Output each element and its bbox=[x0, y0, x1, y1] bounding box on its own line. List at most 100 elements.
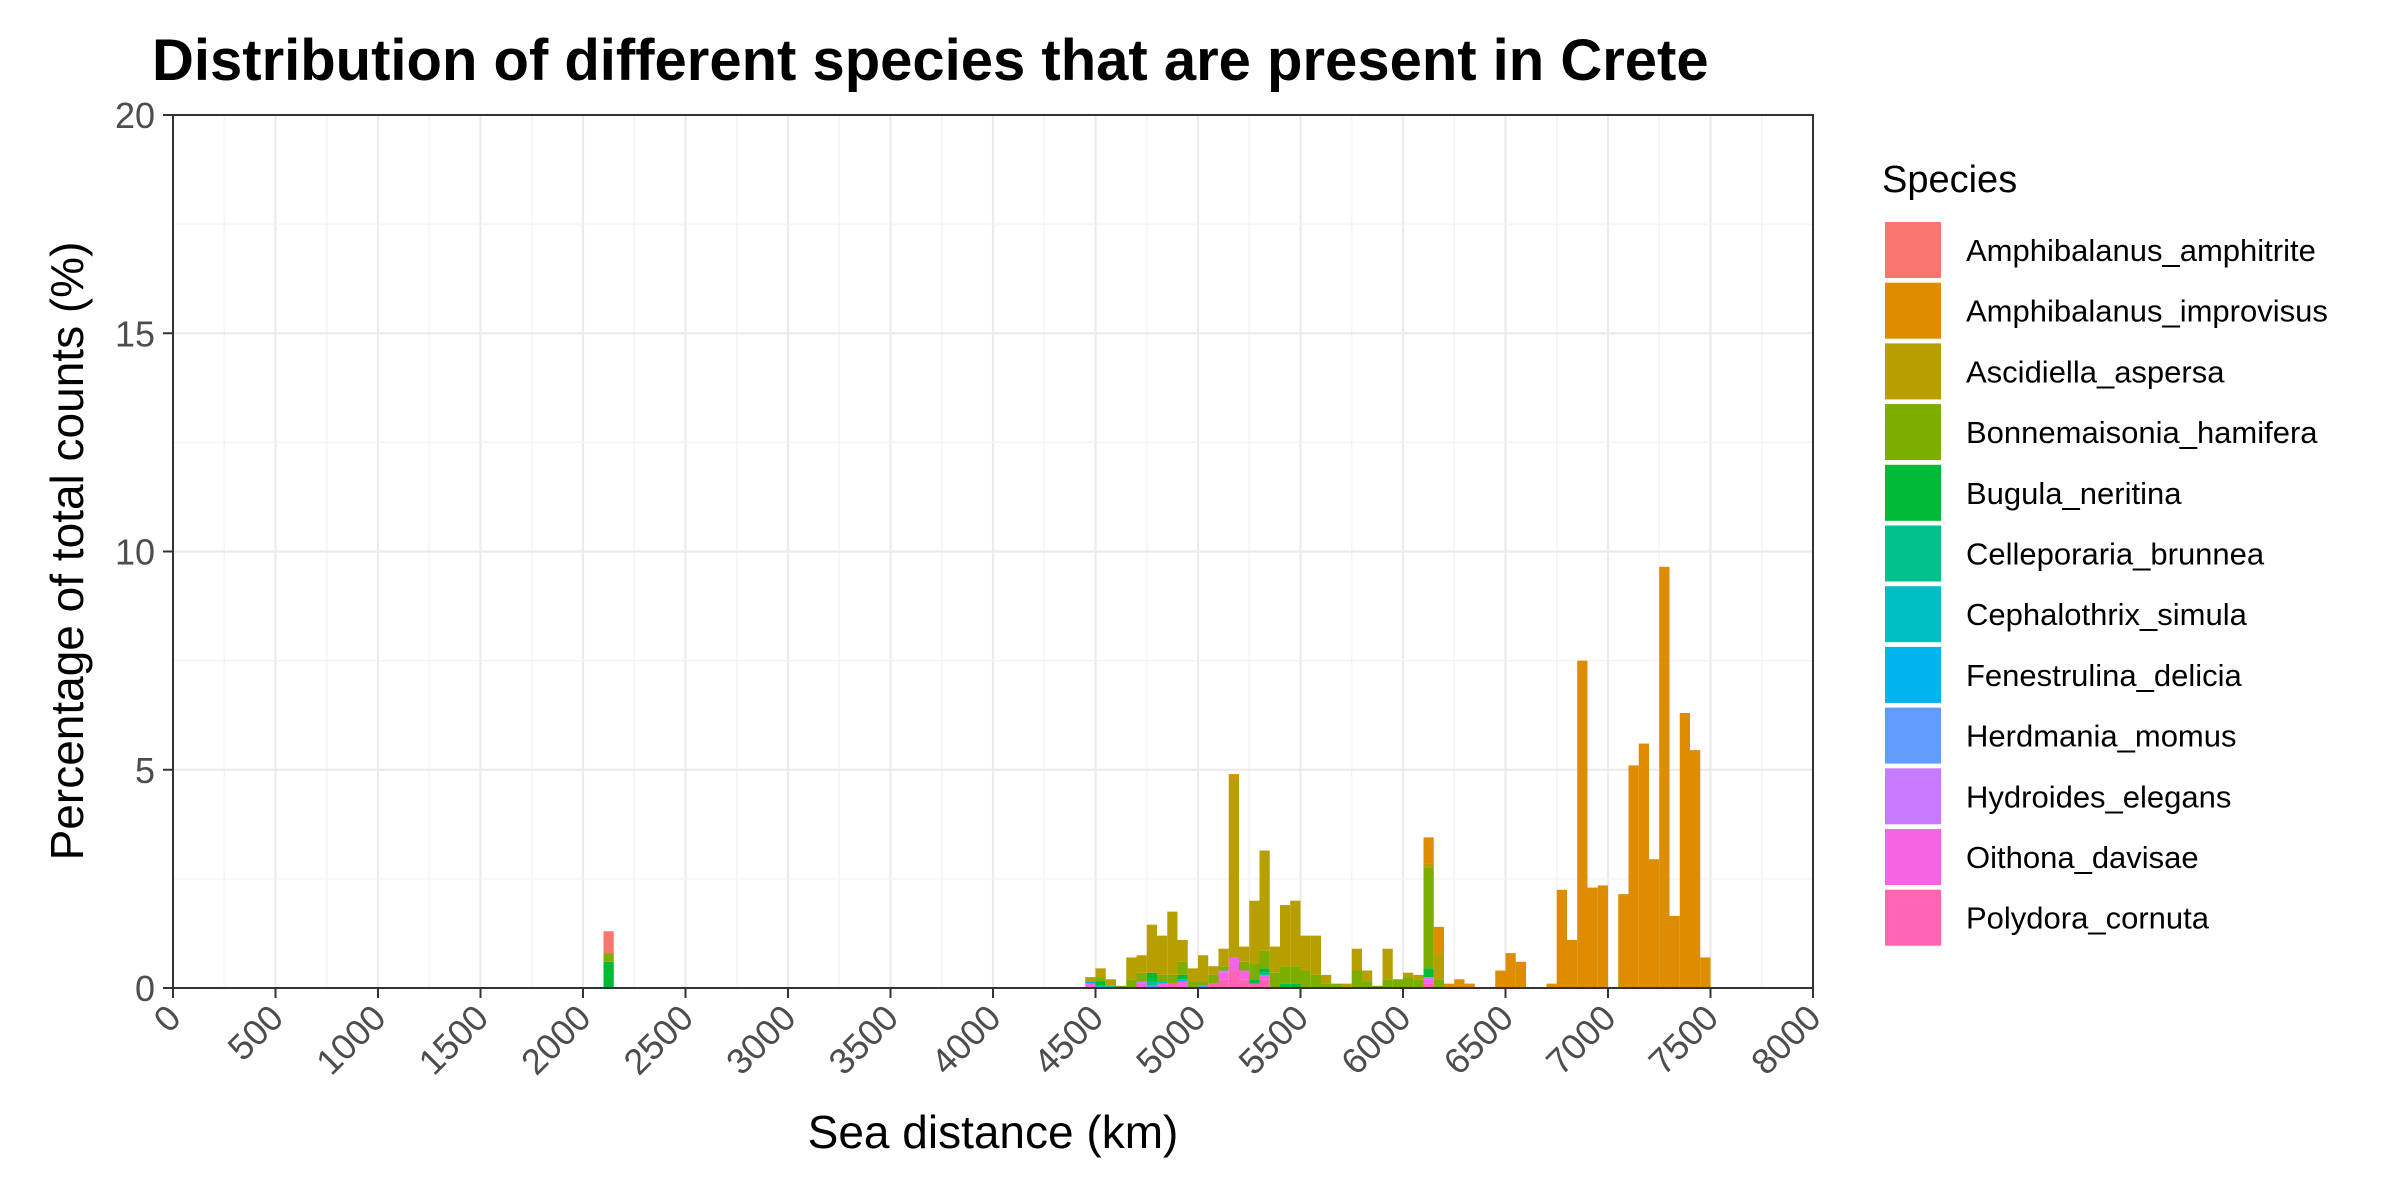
bar-segment bbox=[1105, 985, 1116, 988]
bar-segment bbox=[1136, 981, 1147, 984]
legend-title: Species bbox=[1882, 159, 2017, 201]
x-tick-label: 5000 bbox=[1128, 997, 1214, 1083]
bar-segment bbox=[1157, 935, 1168, 975]
bar-segment bbox=[1382, 979, 1393, 988]
bar-segment bbox=[1249, 900, 1260, 964]
legend-swatch bbox=[1885, 282, 1941, 339]
bar-segment bbox=[1321, 983, 1332, 988]
bar-segment bbox=[1228, 778, 1239, 958]
legend-swatch bbox=[1885, 646, 1941, 703]
bar-segment bbox=[1085, 977, 1096, 982]
bar-segment bbox=[1085, 983, 1096, 988]
x-tick-label: 1500 bbox=[410, 997, 496, 1083]
bar-segment bbox=[1321, 974, 1332, 984]
legend: Species Amphibalanus_amphitrite Amphibala… bbox=[1882, 159, 2328, 946]
bar-segment bbox=[1259, 850, 1270, 951]
x-tick-label: 6000 bbox=[1333, 997, 1419, 1083]
y-tick-label: 15 bbox=[115, 313, 155, 354]
bar-segment bbox=[1454, 979, 1465, 988]
bar-segment bbox=[1423, 979, 1434, 984]
bar-segment bbox=[1659, 566, 1670, 988]
x-tick-label: 8000 bbox=[1743, 997, 1829, 1083]
bar-segment bbox=[603, 961, 614, 988]
bar-segment bbox=[1167, 974, 1178, 984]
bar-segment bbox=[1618, 894, 1629, 988]
bar-segment bbox=[1269, 946, 1280, 973]
bar-segment bbox=[1382, 948, 1393, 980]
bar-segment bbox=[1515, 961, 1526, 988]
legend-label: Fenestrulina_delicia bbox=[1966, 658, 2242, 693]
bar-segment bbox=[1587, 887, 1598, 988]
legend-label: Ascidiella_aspersa bbox=[1966, 354, 2225, 389]
legend-swatch bbox=[1885, 525, 1941, 582]
x-tick-label: 2000 bbox=[513, 997, 599, 1083]
bar-segment bbox=[1187, 968, 1198, 982]
bar-segment bbox=[1126, 979, 1137, 988]
bar-segment bbox=[1239, 946, 1250, 962]
bar-segment bbox=[1280, 966, 1291, 984]
y-axis-title: Percentage of total counts (%) bbox=[41, 242, 93, 861]
y-tick-label: 10 bbox=[115, 532, 155, 573]
legend-label: Polydora_cornuta bbox=[1966, 901, 2210, 936]
bar-segment bbox=[1433, 953, 1444, 980]
legend-swatch bbox=[1885, 889, 1941, 946]
legend-label: Amphibalanus_improvisus bbox=[1966, 294, 2328, 329]
bars bbox=[603, 566, 1711, 988]
bar-segment bbox=[1300, 970, 1311, 988]
bar-segment bbox=[1085, 981, 1096, 984]
legend-label: Oithona_davisae bbox=[1966, 840, 2199, 875]
bar-segment bbox=[1136, 955, 1147, 973]
bar-segment bbox=[1198, 981, 1209, 986]
bar-segment bbox=[1116, 985, 1127, 988]
bar-segment bbox=[1198, 955, 1209, 982]
bar-segment bbox=[1239, 970, 1250, 980]
bar-segment bbox=[1300, 935, 1311, 971]
bar-segment bbox=[1413, 979, 1424, 988]
bar-segment bbox=[1228, 774, 1239, 779]
x-axis-title: Sea distance (km) bbox=[808, 1106, 1179, 1158]
bar-segment bbox=[1218, 979, 1229, 988]
bar-segment bbox=[1167, 983, 1178, 988]
bar-segment bbox=[1218, 970, 1229, 973]
bar-segment bbox=[1259, 968, 1270, 973]
bar-segment bbox=[1331, 983, 1342, 988]
bar-segment bbox=[1423, 983, 1434, 988]
bar-segment bbox=[1556, 889, 1567, 988]
bar-segment bbox=[1218, 948, 1229, 967]
bar-segment bbox=[1290, 900, 1301, 967]
bar-segment bbox=[1505, 953, 1516, 988]
legend-label: Bonnemaisonia_hamifera bbox=[1966, 415, 2318, 450]
bar-segment bbox=[1280, 983, 1291, 988]
bar-segment bbox=[1177, 961, 1188, 975]
bar-segment bbox=[1095, 968, 1106, 978]
x-tick-label: 7000 bbox=[1538, 997, 1624, 1083]
bar-segment bbox=[1495, 970, 1506, 988]
legend-swatch bbox=[1885, 829, 1941, 885]
legend-label: Amphibalanus_amphitrite bbox=[1966, 233, 2316, 268]
bar-segment bbox=[1597, 885, 1608, 988]
bar-segment bbox=[1136, 983, 1147, 988]
bar-segment bbox=[1649, 859, 1660, 988]
bar-segment bbox=[1628, 765, 1639, 988]
bar-segment bbox=[1546, 983, 1557, 988]
x-tick-label: 3500 bbox=[820, 997, 906, 1083]
bar-segment bbox=[1177, 974, 1188, 980]
x-tick-label: 500 bbox=[220, 997, 291, 1068]
bar-segment bbox=[1157, 974, 1168, 982]
bar-segment bbox=[1177, 979, 1188, 982]
bar-segment bbox=[1146, 972, 1157, 982]
bar-segment bbox=[1577, 660, 1588, 988]
x-axis: 0 500 1000 1500 2000 2500 3000 3500 4000 4500 5000… bbox=[145, 988, 1829, 1083]
bar-segment bbox=[1433, 926, 1444, 954]
bar-segment bbox=[1403, 972, 1414, 978]
bar-segment bbox=[603, 931, 614, 954]
bar-segment bbox=[1105, 979, 1116, 986]
legend-swatch bbox=[1885, 586, 1941, 643]
bar-segment bbox=[1157, 981, 1168, 984]
bar-segment bbox=[1095, 985, 1106, 988]
bar-segment bbox=[1700, 957, 1711, 988]
legend-swatch bbox=[1885, 404, 1941, 461]
legend-label: Bugula_neritina bbox=[1966, 476, 2182, 511]
bar-segment bbox=[1413, 974, 1424, 980]
